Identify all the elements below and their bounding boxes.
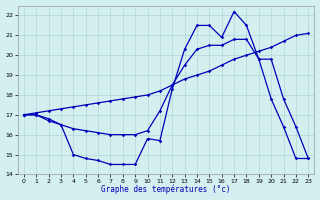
X-axis label: Graphe des températures (°c): Graphe des températures (°c) bbox=[101, 185, 231, 194]
